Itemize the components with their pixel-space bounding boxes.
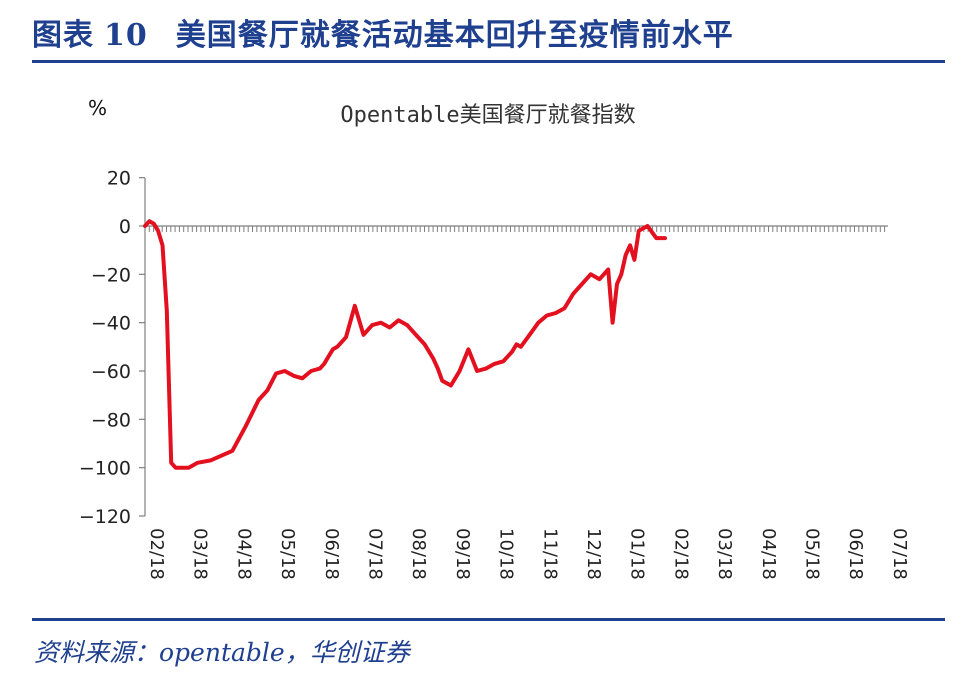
top-rule [32,60,945,63]
plot-area [143,219,667,470]
figure-title: 图表 10 美国餐厅就餐活动基本回升至疫情前水平 [32,10,734,54]
x-tick-label: 04/18 [233,528,254,580]
y-tick-label: −120 [79,506,131,528]
x-tick-label: 05/18 [802,528,823,580]
y-tick-label: −100 [79,458,131,480]
x-axis: 02/18 03/18 04/18 05/18 06/18 07/18 08/18 09/18… [144,225,910,580]
x-tick-label: 12/18 [583,528,604,580]
figure-number: 10 [104,18,148,53]
y-tick-label: 0 [119,216,131,238]
x-tick-label: 08/18 [408,528,429,580]
x-tick-label: 10/18 [496,528,517,580]
x-tick-label: 09/18 [452,528,473,580]
x-tick-label: 02/18 [146,528,167,580]
bottom-rule [32,618,945,621]
y-tick-label: −20 [91,264,131,286]
y-tick-label: −80 [91,409,131,431]
x-tick-label: 03/18 [190,528,211,580]
figure-title-text: 美国餐厅就餐活动基本回升至疫情前水平 [175,18,734,53]
y-tick-label: 20 [107,168,131,190]
x-tick-label: 05/18 [277,528,298,580]
x-tick-label: 11/18 [539,528,560,580]
chart-title: Opentable美国餐厅就餐指数 [340,103,635,128]
x-tick-label: 01/18 [627,528,648,580]
x-tick-label: 06/18 [845,528,866,580]
y-axis: 20 0 −20 −40 −60 −80 −100 −120 [79,168,146,528]
y-tick-label: −60 [91,361,131,383]
figure-label: 图表 [32,18,94,53]
x-tick-label: 03/18 [714,528,735,580]
x-tick-label: 07/18 [365,528,386,580]
source-note: 资料来源：opentable，华创证券 [34,638,410,667]
x-tick-label: 06/18 [321,528,342,580]
y-axis-unit: % [88,96,107,120]
x-tick-label: 02/18 [670,528,691,580]
x-tick-label: 07/18 [889,528,910,580]
x-tick-label: 04/18 [758,528,779,580]
series-line [143,219,667,470]
y-tick-label: −40 [91,313,131,335]
